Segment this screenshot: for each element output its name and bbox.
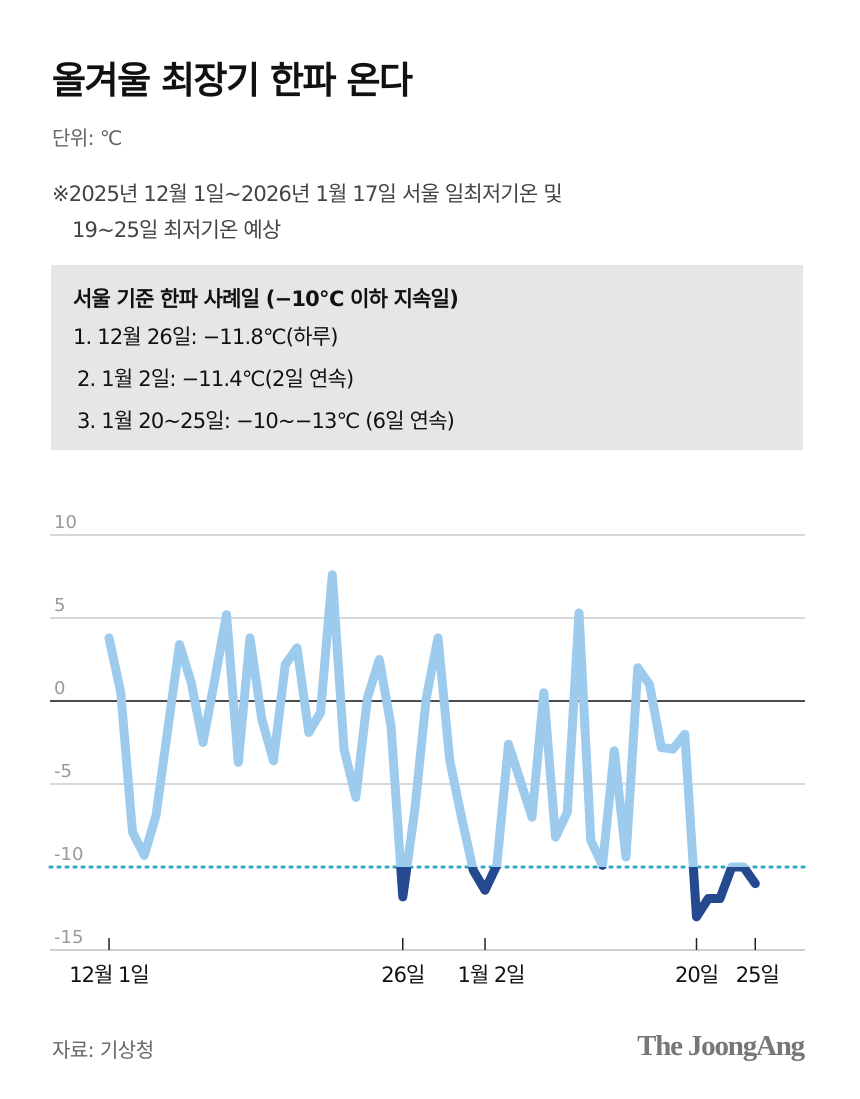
info-box-title: 서울 기준 한파 사례일 (−10℃ 이하 지속일): [73, 287, 459, 311]
y-tick-label: -10: [54, 844, 83, 865]
info-box: 서울 기준 한파 사례일 (−10℃ 이하 지속일) 1. 12월 26일: −…: [51, 265, 803, 450]
note-line-1: ※2025년 12월 1일~2026년 1월 17일 서울 일최저기온 및: [52, 182, 563, 206]
joongang-logo: The JoongAng: [637, 1030, 805, 1062]
y-tick-label: -5: [54, 761, 72, 782]
y-tick-label: -15: [54, 927, 83, 948]
x-tick-label: 1월 2일: [457, 963, 524, 987]
x-tick-label: 12월 1일: [69, 963, 148, 987]
y-tick-label: 5: [54, 595, 65, 616]
source-label: 자료: 기상청: [52, 1038, 154, 1062]
y-tick-label: 10: [54, 512, 77, 533]
line-chart: 10 5 0 -5 -10 -15 12월 1일 26일 1월 2일 20일 25일: [48, 512, 807, 987]
info-item-2: 2. 1월 2일: −11.4℃(2일 연속): [77, 367, 354, 391]
note-line-2: 19~25일 최저기온 예상: [72, 218, 281, 242]
unit-label: 단위: ℃: [52, 126, 122, 150]
x-tick-label: 26일: [381, 963, 424, 987]
info-item-3: 3. 1월 20~25일: −10~−13℃ (6일 연속): [77, 409, 455, 433]
y-tick-label: 0: [54, 678, 65, 699]
temperature-line: [104, 570, 760, 922]
x-tick-label: 20일: [675, 963, 718, 987]
x-tick-label: 25일: [736, 963, 779, 987]
page-title: 올겨울 최장기 한파 온다: [52, 59, 413, 102]
info-item-1: 1. 12월 26일: −11.8℃(하루): [73, 325, 338, 349]
